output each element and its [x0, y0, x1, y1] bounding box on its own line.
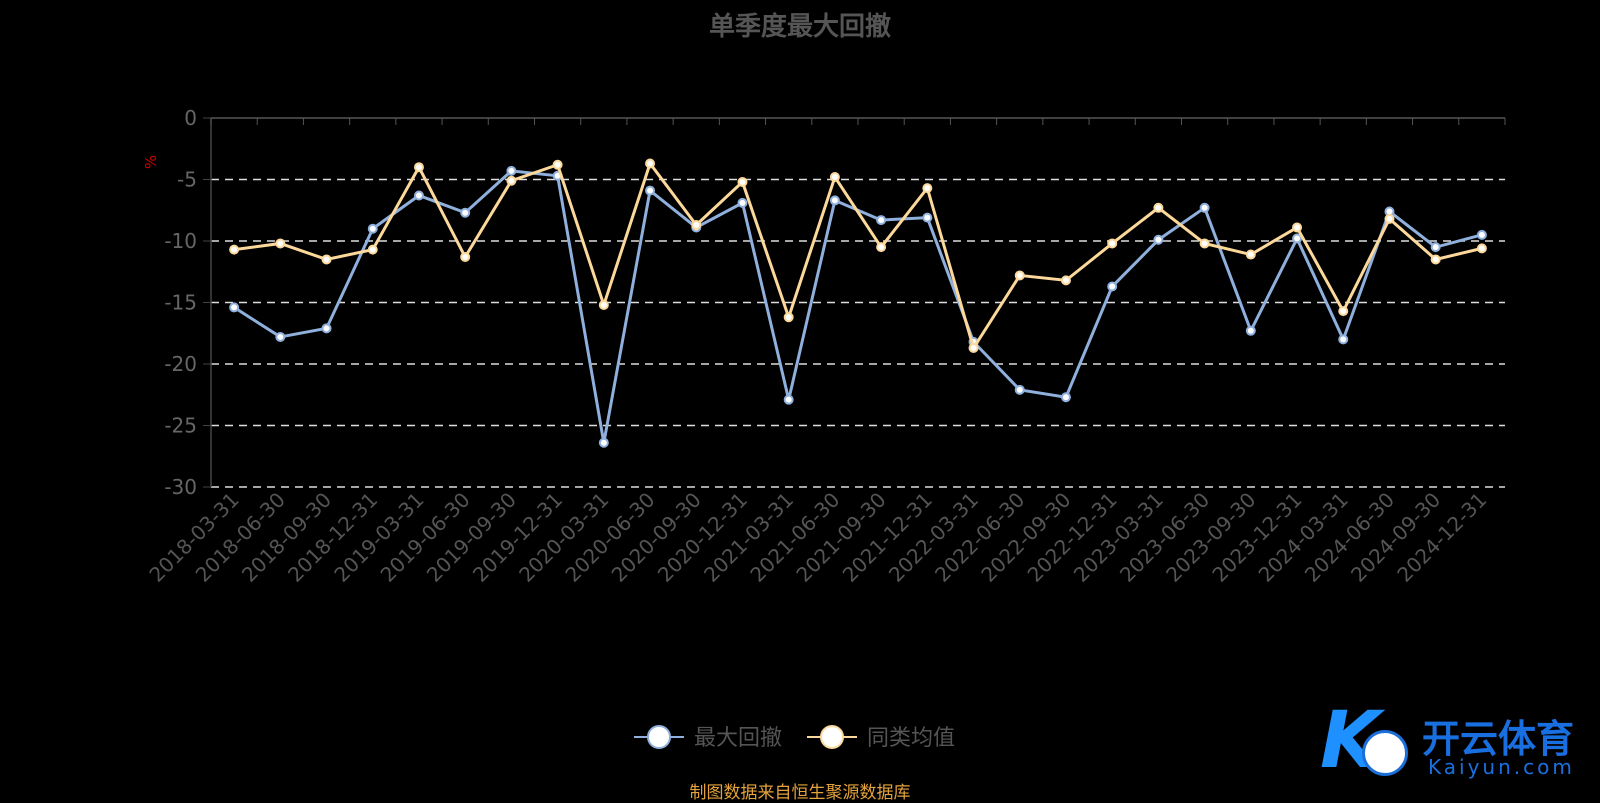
legend-label: 最大回撤: [694, 726, 782, 751]
data-point: [413, 162, 424, 173]
data-point: [1430, 242, 1441, 253]
source-note: 制图数据来自恒生聚源数据库: [689, 783, 911, 803]
data-point: [598, 437, 609, 448]
data-point: [229, 302, 240, 313]
data-point: [460, 207, 471, 218]
data-point: [1014, 270, 1025, 281]
data-point: [460, 251, 471, 262]
data-point: [321, 323, 332, 334]
data-point: [876, 215, 887, 226]
data-point: [413, 190, 424, 201]
y-tick-label: -20: [164, 352, 197, 376]
logo-text-cn: 开云体育: [1422, 717, 1575, 761]
data-point: [1107, 238, 1118, 249]
data-point: [1060, 275, 1071, 286]
data-point: [1292, 222, 1303, 233]
data-point: [645, 185, 656, 196]
data-point: [1199, 238, 1210, 249]
data-point: [506, 165, 517, 176]
series-peer-average: [229, 158, 1487, 354]
legend-marker: [647, 725, 671, 749]
data-point: [922, 212, 933, 223]
data-point: [367, 223, 378, 234]
data-point: [275, 238, 286, 249]
data-point: [829, 195, 840, 206]
data-point: [783, 394, 794, 405]
y-tick-label: 0: [184, 106, 197, 130]
data-point: [229, 244, 240, 255]
soccer-ball-icon: [1362, 730, 1408, 776]
data-point: [1153, 202, 1164, 213]
y-tick-label: -5: [177, 168, 197, 192]
data-point: [737, 176, 748, 187]
data-point: [1338, 306, 1349, 317]
series-line: [233, 160, 1483, 352]
legend-marker: [820, 725, 844, 749]
data-point: [1476, 243, 1487, 254]
series-max-drawdown: [229, 165, 1487, 448]
data-point: [645, 158, 656, 169]
y-tick-label: -10: [164, 229, 197, 253]
data-point: [1153, 234, 1164, 245]
data-point: [321, 254, 332, 265]
data-point: [829, 172, 840, 183]
data-point: [691, 220, 702, 231]
kaiyun-logo: K 开云体育 Kaiyun.com: [1310, 700, 1600, 790]
data-point: [1338, 334, 1349, 345]
data-point: [1107, 281, 1118, 292]
data-point: [1199, 202, 1210, 213]
data-point: [1430, 254, 1441, 265]
data-point: [737, 197, 748, 208]
data-point: [506, 175, 517, 186]
chart-title: 单季度最大回撤: [708, 12, 891, 42]
data-point: [1245, 249, 1256, 260]
data-point: [922, 183, 933, 194]
data-point: [1060, 392, 1071, 403]
y-tick-label: -30: [164, 475, 197, 499]
data-point: [275, 331, 286, 342]
data-point: [968, 343, 979, 354]
data-point: [783, 312, 794, 323]
data-point: [367, 244, 378, 255]
data-point: [1014, 384, 1025, 395]
legend-label: 同类均值: [867, 726, 955, 751]
data-point: [598, 299, 609, 310]
data-point: [1384, 213, 1395, 224]
y-axis-label: %: [142, 155, 160, 169]
data-point: [876, 242, 887, 253]
legend-item: 最大回撤: [634, 725, 782, 751]
y-tick-label: -15: [164, 291, 197, 315]
y-tick-label: -25: [164, 414, 197, 438]
data-point: [1476, 229, 1487, 240]
data-point: [1292, 233, 1303, 244]
data-point: [552, 159, 563, 170]
logo-text-en: Kaiyun.com: [1428, 755, 1575, 779]
data-point: [1245, 325, 1256, 336]
legend-item: 同类均值: [807, 725, 955, 751]
